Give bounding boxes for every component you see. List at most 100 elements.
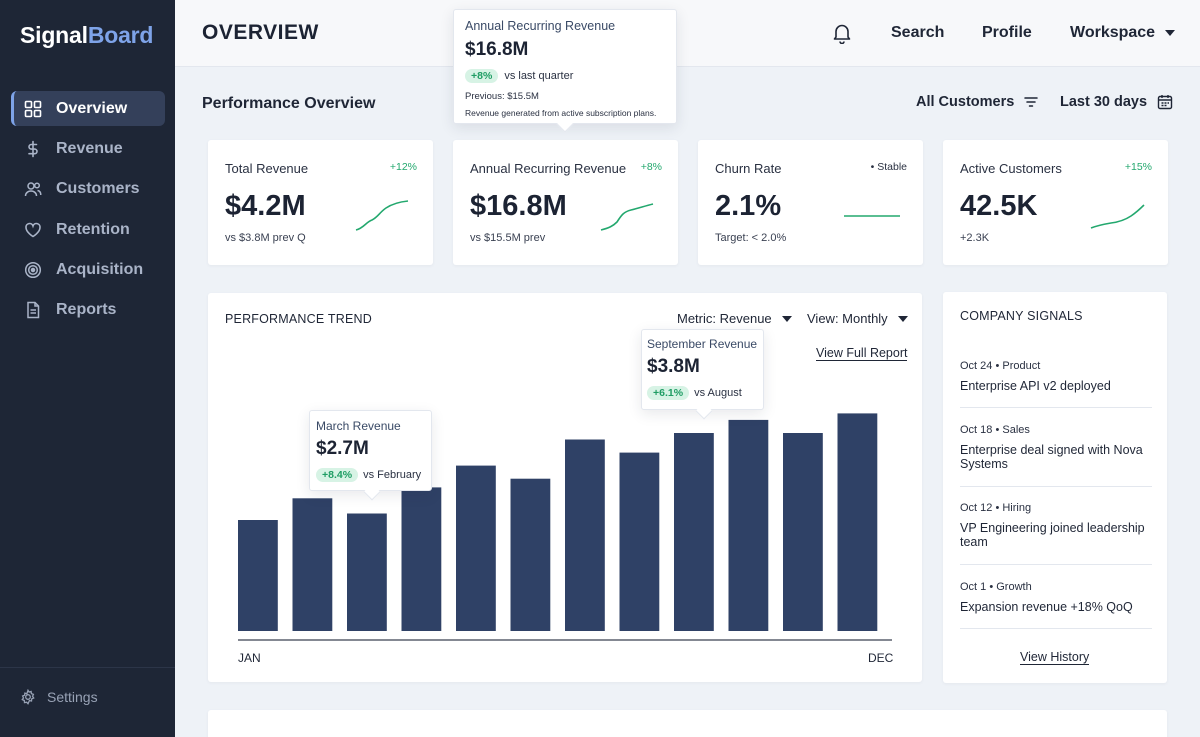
filter-icon bbox=[1024, 97, 1039, 107]
sparkline bbox=[355, 200, 409, 231]
kpi-delta-value: +8% bbox=[640, 161, 662, 173]
tooltip-delta-row: +8% vs last quarter bbox=[465, 69, 573, 83]
kpi-label: Churn Rate bbox=[715, 161, 782, 176]
kpi-card-churn-rate[interactable]: Churn Rate • Stable 2.1% Target: < 2.0% bbox=[698, 140, 923, 265]
bar-jan[interactable] bbox=[238, 520, 278, 631]
document-icon bbox=[24, 301, 42, 319]
view-select[interactable]: View: Monthly bbox=[807, 311, 908, 326]
tooltip-value: $2.7M bbox=[316, 438, 369, 459]
kpi-card-arr[interactable]: Annual Recurring Revenue +8% $16.8M vs $… bbox=[453, 140, 678, 265]
x-axis-start-label: JAN bbox=[238, 651, 261, 665]
bar-mar[interactable] bbox=[347, 513, 387, 632]
trend-title: PERFORMANCE TREND bbox=[225, 312, 372, 326]
view-select-label: View: Monthly bbox=[807, 311, 888, 326]
sidebar-item-customers[interactable]: Customers bbox=[11, 171, 165, 206]
company-signals-card: COMPANY SIGNALS Oct 24 • Product Enterpr… bbox=[943, 292, 1167, 683]
kpi-delta: • Stable bbox=[871, 161, 907, 173]
top-bar: OVERVIEW Search Profile Workspace bbox=[175, 0, 1200, 67]
kpi-delta-value: • Stable bbox=[870, 161, 907, 173]
kpi-delta: +15% bbox=[1125, 161, 1152, 173]
sidebar-item-reports[interactable]: Reports bbox=[11, 292, 165, 327]
kpi-value: $16.8M bbox=[470, 190, 567, 222]
calendar-icon bbox=[1157, 95, 1173, 110]
target-icon bbox=[24, 261, 42, 279]
sparkline bbox=[844, 215, 900, 217]
grid-icon bbox=[24, 100, 42, 118]
page-title: OVERVIEW bbox=[202, 21, 319, 44]
settings-link[interactable]: Settings bbox=[20, 689, 98, 705]
sidebar-divider bbox=[0, 667, 175, 668]
signal-meta: Oct 12 • Hiring bbox=[960, 502, 1032, 514]
tooltip-label: September Revenue bbox=[647, 337, 758, 351]
bell-icon[interactable] bbox=[832, 22, 852, 44]
bar-may[interactable] bbox=[456, 465, 496, 631]
section-title: Performance Overview bbox=[202, 95, 376, 112]
tooltip-delta-row: +8.4% vs February bbox=[316, 468, 421, 482]
signal-item[interactable]: Oct 24 • Product Enterprise API v2 deplo… bbox=[960, 360, 1152, 393]
signal-divider bbox=[960, 486, 1152, 487]
users-icon bbox=[24, 180, 42, 198]
sidebar-item-label: Acquisition bbox=[56, 260, 144, 278]
search-link[interactable]: Search bbox=[891, 24, 945, 41]
app-logo[interactable]: SignalBoard bbox=[20, 22, 153, 49]
kpi-card-active-customers[interactable]: Active Customers +15% 42.5K +2.3K bbox=[943, 140, 1168, 265]
view-full-report-link[interactable]: View Full Report bbox=[816, 346, 908, 361]
sparkline bbox=[1090, 204, 1145, 229]
workspace-dropdown[interactable]: Workspace bbox=[1070, 24, 1176, 42]
kpi-card-total-revenue[interactable]: Total Revenue +12% $4.2M vs $3.8M prev Q bbox=[208, 140, 433, 265]
workspace-label: Workspace bbox=[1070, 24, 1156, 41]
sidebar-item-label: Reports bbox=[56, 300, 117, 318]
kpi-subtext: +2.3K bbox=[960, 232, 990, 244]
customer-filter-label: All Customers bbox=[916, 94, 1015, 110]
september-tooltip: September Revenue $3.8M +6.1% vs August bbox=[641, 329, 764, 420]
sidebar-item-label: Overview bbox=[56, 99, 128, 117]
bar-jul[interactable] bbox=[565, 439, 605, 632]
tooltip-compare: vs February bbox=[363, 469, 422, 481]
bar-aug[interactable] bbox=[619, 452, 660, 631]
delta-badge: +8.4% bbox=[316, 468, 359, 482]
profile-link[interactable]: Profile bbox=[982, 24, 1032, 41]
bar-oct[interactable] bbox=[728, 419, 769, 631]
bar-feb[interactable] bbox=[292, 498, 333, 631]
sidebar-item-revenue[interactable]: Revenue bbox=[11, 131, 165, 166]
kpi-subtext: vs $15.5M prev bbox=[470, 232, 546, 244]
kpi-delta: +12% bbox=[390, 161, 417, 173]
x-axis-end-label: DEC bbox=[868, 651, 894, 665]
tooltip-compare: vs August bbox=[694, 387, 742, 399]
march-tooltip: March Revenue $2.7M +8.4% vs February bbox=[309, 410, 432, 501]
signal-meta: Oct 1 • Growth bbox=[960, 581, 1032, 593]
bar-sep[interactable] bbox=[674, 433, 714, 631]
sidebar-item-acquisition[interactable]: Acquisition bbox=[11, 252, 165, 287]
signal-text: Enterprise API v2 deployed bbox=[960, 379, 1111, 393]
date-range-picker[interactable]: Last 30 days bbox=[1060, 94, 1173, 110]
tooltip-value: $16.8M bbox=[465, 39, 529, 60]
kpi-delta-value: +15% bbox=[1124, 161, 1152, 173]
sidebar-item-label: Revenue bbox=[56, 139, 123, 157]
bottom-card bbox=[208, 710, 1167, 737]
kpi-label: Total Revenue bbox=[225, 161, 309, 176]
arr-tooltip: Annual Recurring Revenue $16.8M +8% vs l… bbox=[453, 9, 677, 133]
bar-dec[interactable] bbox=[837, 413, 878, 631]
metric-select[interactable]: Metric: Revenue bbox=[677, 311, 792, 326]
tooltip-label: Annual Recurring Revenue bbox=[465, 19, 616, 33]
bar-jun[interactable] bbox=[510, 478, 551, 631]
bar-apr[interactable] bbox=[401, 487, 442, 631]
signal-text: Expansion revenue +18% QoQ bbox=[960, 600, 1133, 614]
metric-select-label: Metric: Revenue bbox=[677, 311, 772, 326]
view-history-link[interactable]: View History bbox=[1020, 650, 1090, 665]
customer-filter[interactable]: All Customers bbox=[916, 94, 1039, 110]
tooltip-label: March Revenue bbox=[316, 419, 401, 433]
tooltip-compare: vs last quarter bbox=[504, 70, 574, 82]
signal-item[interactable]: Oct 1 • Growth Expansion revenue +18% Qo… bbox=[960, 581, 1152, 614]
sidebar-item-label: Customers bbox=[56, 179, 140, 197]
sidebar-item-label: Retention bbox=[56, 220, 130, 238]
tooltip-previous: Previous: $15.5M bbox=[465, 91, 539, 102]
signal-text: Enterprise deal signed with Nova Systems bbox=[960, 443, 1143, 471]
signal-item[interactable]: Oct 18 • Sales Enterprise deal signed wi… bbox=[960, 424, 1152, 471]
signal-item[interactable]: Oct 12 • Hiring VP Engineering joined le… bbox=[960, 502, 1152, 549]
settings-label: Settings bbox=[47, 689, 98, 705]
sidebar-item-overview[interactable]: Overview bbox=[11, 91, 165, 126]
signal-divider bbox=[960, 407, 1152, 408]
sidebar-item-retention[interactable]: Retention bbox=[11, 212, 165, 247]
bar-nov[interactable] bbox=[783, 433, 823, 631]
